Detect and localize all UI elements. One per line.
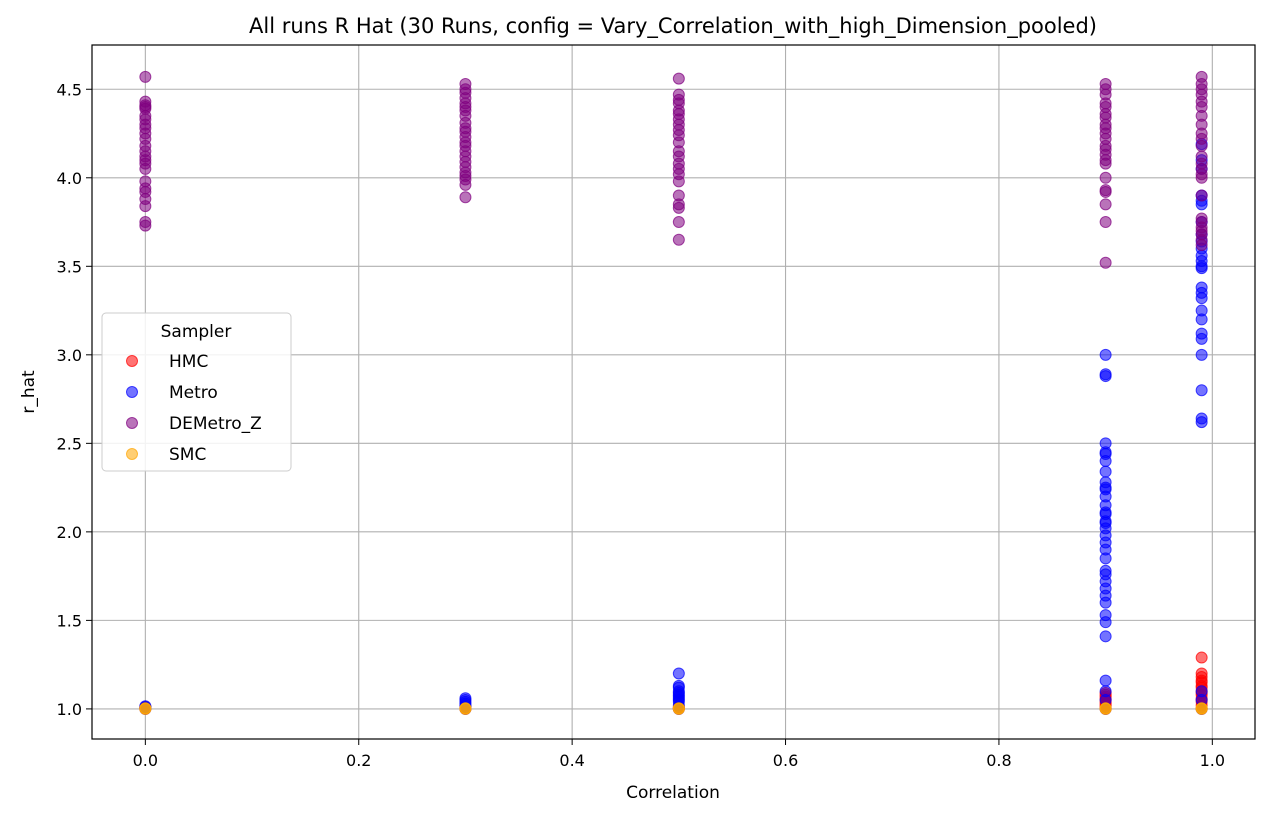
data-point [459, 191, 472, 204]
data-point [139, 95, 152, 108]
y-tick-label: 3.5 [57, 257, 82, 276]
legend-label: Metro [169, 383, 218, 403]
data-point [139, 70, 152, 83]
data-point [139, 175, 152, 188]
data-point [1195, 281, 1208, 294]
y-axis-ticks: 1.0 1.5 2.0 2.5 3.0 3.5 4.0 4.5 [57, 80, 92, 719]
data-point [1195, 651, 1208, 664]
data-point [1099, 564, 1112, 577]
data-point [1099, 348, 1112, 361]
legend-marker [126, 355, 138, 367]
data-point [1195, 70, 1208, 83]
x-axis-label: Correlation [626, 783, 720, 803]
data-point [1195, 327, 1208, 340]
data-point [459, 77, 472, 90]
legend-label: HMC [169, 352, 208, 372]
legend-label: SMC [169, 445, 206, 465]
y-tick-label: 1.5 [57, 611, 82, 630]
y-tick-label: 2.0 [57, 523, 82, 542]
y-axis-label: r_hat [19, 370, 39, 414]
y-tick-label: 3.0 [57, 346, 82, 365]
data-point [672, 216, 685, 229]
data-point [1195, 189, 1208, 202]
data-point [672, 72, 685, 85]
x-tick-label: 0.4 [559, 751, 584, 770]
data-point [1099, 702, 1112, 715]
data-point [1195, 212, 1208, 225]
data-point [1099, 216, 1112, 229]
y-tick-label: 1.0 [57, 700, 82, 719]
data-point [1099, 77, 1112, 90]
legend-box [101, 312, 292, 472]
grid-lines [92, 45, 1255, 739]
data-point [1099, 437, 1112, 450]
data-point [139, 702, 152, 715]
x-tick-label: 0.2 [346, 751, 371, 770]
legend-marker [126, 448, 138, 460]
data-point [1099, 184, 1112, 197]
plot-frame [91, 44, 1256, 740]
data-point [1195, 304, 1208, 317]
legend-label: DEMetro_Z [169, 414, 262, 434]
x-tick-label: 0.6 [773, 751, 798, 770]
data-point [672, 233, 685, 246]
x-tick-label: 1.0 [1200, 751, 1225, 770]
data-point [1195, 384, 1208, 397]
data-point [1195, 150, 1208, 163]
data-point [672, 702, 685, 715]
data-point [139, 216, 152, 229]
x-axis-ticks: 0.0 0.2 0.4 0.6 0.8 1.0 [133, 739, 1225, 770]
y-tick-label: 2.5 [57, 434, 82, 453]
y-tick-label: 4.5 [57, 80, 82, 99]
data-point [1099, 609, 1112, 622]
data-point [672, 88, 685, 101]
data-point [672, 667, 685, 680]
chart-title: All runs R Hat (30 Runs, config = Vary_C… [249, 14, 1097, 39]
y-tick-label: 4.0 [57, 169, 82, 188]
data-point [1099, 171, 1112, 184]
data-point [672, 189, 685, 202]
data-point [1195, 348, 1208, 361]
data-point [459, 692, 472, 705]
data-point [1195, 412, 1208, 425]
data-point [1099, 256, 1112, 269]
data-point [459, 702, 472, 715]
data-point [1099, 685, 1112, 698]
data-point [1099, 630, 1112, 643]
data-point [1195, 667, 1208, 680]
data-point [1099, 368, 1112, 381]
data-point [1099, 465, 1112, 478]
legend-title: Sampler [161, 322, 232, 342]
data-point [1099, 476, 1112, 489]
legend: Sampler HMC Metro DEMetro_Z SMC [101, 312, 292, 472]
legend-items: HMC Metro DEMetro_Z SMC [126, 352, 262, 465]
x-tick-label: 0.0 [133, 751, 158, 770]
x-tick-label: 0.8 [986, 751, 1011, 770]
data-points [139, 70, 1208, 715]
legend-marker [126, 417, 138, 429]
legend-marker [126, 386, 138, 398]
data-point [1099, 198, 1112, 211]
data-point [1099, 674, 1112, 687]
series-demetro-z [139, 70, 1208, 269]
series-smc [139, 702, 1208, 715]
data-point [672, 679, 685, 692]
data-point [1195, 685, 1208, 698]
data-point [1195, 702, 1208, 715]
